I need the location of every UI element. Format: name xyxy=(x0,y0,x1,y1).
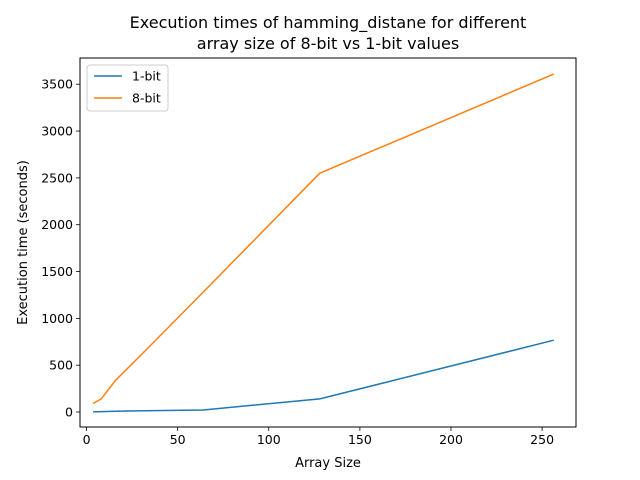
y-axis-ticks: 0 500 1000 1500 2000 2500 3000 3500 xyxy=(41,77,80,420)
chart-title-line-1: Execution times of hamming_distane for d… xyxy=(130,13,527,33)
x-axis-ticks: 0 50 100 150 200 250 xyxy=(83,427,554,447)
plot-background xyxy=(80,58,576,427)
series-layer xyxy=(92,73,555,413)
y-tick-label: 1000 xyxy=(41,311,73,326)
y-tick-label: 2500 xyxy=(41,170,73,185)
x-axis-label: Array Size xyxy=(295,456,361,471)
legend: 1-bit 8-bit xyxy=(86,64,169,112)
y-tick-label: 1500 xyxy=(41,264,73,279)
legend-label-1-bit: 1-bit xyxy=(132,69,161,84)
y-tick-label: 2000 xyxy=(41,217,73,232)
y-tick-label: 500 xyxy=(49,358,73,373)
x-tick-label: 150 xyxy=(348,432,372,447)
y-axis-label: Execution time (seconds) xyxy=(16,160,31,325)
x-tick-label: 50 xyxy=(170,432,186,447)
chart-title-line-2: array size of 8-bit vs 1-bit values xyxy=(197,34,459,53)
plot-frame xyxy=(79,57,577,428)
x-tick-label: 200 xyxy=(439,432,463,447)
x-tick-label: 0 xyxy=(83,432,91,447)
x-tick-label: 100 xyxy=(257,432,281,447)
y-tick-label: 0 xyxy=(65,405,73,420)
x-tick-label: 250 xyxy=(530,432,554,447)
series-line-1-bit xyxy=(93,339,554,413)
y-tick-label: 3500 xyxy=(41,77,73,92)
plot-area: 0 50 100 150 200 250 0 500 1000 1500 2000 2500 3000… xyxy=(41,57,577,447)
y-tick-label: 3000 xyxy=(41,124,73,139)
legend-label-8-bit: 8-bit xyxy=(132,91,161,106)
series-line-8-bit xyxy=(92,73,555,405)
